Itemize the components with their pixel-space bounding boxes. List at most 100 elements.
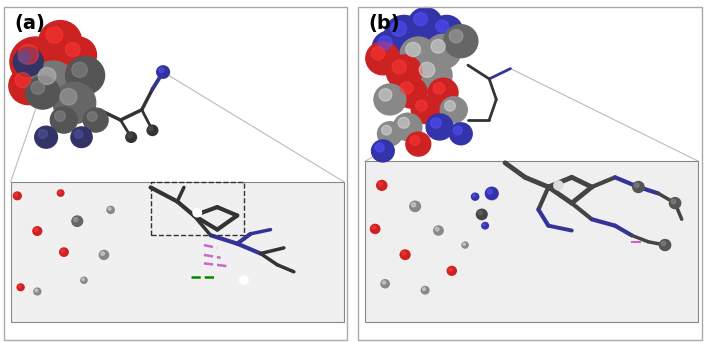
Circle shape — [18, 45, 38, 64]
Circle shape — [426, 114, 453, 140]
Circle shape — [450, 123, 472, 145]
Circle shape — [379, 89, 392, 101]
Circle shape — [147, 125, 157, 135]
Circle shape — [428, 78, 458, 107]
Circle shape — [35, 126, 57, 148]
Circle shape — [372, 140, 394, 162]
Circle shape — [193, 209, 201, 217]
Circle shape — [381, 126, 391, 135]
Bar — [365, 161, 698, 322]
Circle shape — [632, 181, 644, 192]
Circle shape — [406, 132, 431, 156]
Circle shape — [400, 37, 437, 73]
Circle shape — [149, 127, 153, 131]
Circle shape — [401, 82, 413, 94]
Circle shape — [487, 189, 493, 194]
Circle shape — [486, 187, 498, 200]
Circle shape — [34, 228, 38, 232]
Circle shape — [410, 201, 420, 212]
Circle shape — [35, 289, 38, 292]
Circle shape — [107, 206, 114, 213]
Bar — [150, 182, 244, 235]
Circle shape — [431, 39, 445, 53]
Circle shape — [462, 242, 468, 248]
Circle shape — [126, 132, 136, 142]
Circle shape — [411, 96, 440, 123]
Circle shape — [421, 286, 429, 294]
Circle shape — [108, 208, 111, 210]
Circle shape — [71, 127, 92, 147]
Circle shape — [396, 77, 427, 108]
Circle shape — [393, 113, 422, 141]
Circle shape — [58, 191, 61, 193]
Circle shape — [411, 203, 415, 207]
Circle shape — [473, 194, 476, 197]
Circle shape — [471, 193, 479, 200]
Circle shape — [101, 252, 104, 256]
Circle shape — [57, 190, 64, 196]
Circle shape — [430, 118, 441, 128]
Circle shape — [415, 100, 427, 111]
Circle shape — [483, 223, 486, 226]
Circle shape — [476, 209, 487, 220]
Circle shape — [425, 34, 461, 69]
Circle shape — [15, 193, 18, 196]
Circle shape — [671, 199, 676, 204]
Circle shape — [159, 68, 164, 73]
Circle shape — [84, 108, 108, 132]
Circle shape — [410, 136, 420, 145]
Circle shape — [82, 278, 84, 281]
Circle shape — [9, 67, 48, 105]
Circle shape — [53, 82, 96, 123]
Circle shape — [39, 21, 82, 62]
Circle shape — [74, 130, 83, 138]
Circle shape — [65, 43, 80, 57]
Circle shape — [60, 248, 68, 256]
Circle shape — [372, 47, 385, 60]
Circle shape — [661, 241, 666, 246]
Circle shape — [374, 84, 406, 115]
Circle shape — [372, 226, 376, 229]
Circle shape — [478, 211, 482, 215]
Circle shape — [400, 250, 410, 259]
Circle shape — [659, 239, 671, 250]
Circle shape — [378, 36, 392, 50]
Circle shape — [408, 8, 442, 40]
Circle shape — [440, 97, 467, 123]
Circle shape — [376, 180, 387, 190]
Circle shape — [377, 122, 403, 146]
Circle shape — [38, 68, 56, 84]
Circle shape — [38, 130, 48, 138]
Circle shape — [406, 43, 420, 57]
Circle shape — [449, 268, 452, 271]
Circle shape — [72, 216, 83, 226]
Circle shape — [10, 37, 61, 86]
Circle shape — [72, 62, 87, 78]
Circle shape — [414, 12, 428, 26]
Circle shape — [381, 280, 389, 288]
Circle shape — [31, 81, 45, 94]
Circle shape — [240, 276, 248, 284]
Circle shape — [99, 250, 108, 259]
Circle shape — [33, 227, 42, 235]
Circle shape — [391, 21, 406, 36]
Circle shape — [402, 251, 406, 255]
Circle shape — [436, 20, 449, 33]
Circle shape — [18, 52, 30, 63]
Circle shape — [419, 62, 435, 78]
Circle shape — [382, 281, 386, 284]
Circle shape — [372, 31, 408, 65]
Circle shape — [50, 107, 77, 133]
Circle shape — [447, 267, 457, 275]
Circle shape — [430, 15, 462, 46]
Circle shape — [87, 112, 97, 121]
Circle shape — [46, 27, 63, 43]
Circle shape — [392, 60, 406, 74]
Circle shape — [26, 76, 60, 109]
Circle shape — [398, 117, 409, 128]
Circle shape — [55, 111, 65, 121]
Circle shape — [15, 73, 30, 88]
Circle shape — [433, 83, 445, 94]
Circle shape — [423, 287, 425, 291]
Text: (b): (b) — [369, 14, 401, 33]
